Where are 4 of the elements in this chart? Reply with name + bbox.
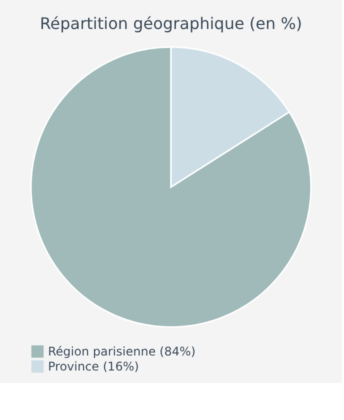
chart-title: Répartition géographique (en %) [40,14,302,33]
legend-label: Province (16%) [48,360,139,374]
legend-label: Région parisienne (84%) [48,344,196,358]
pie-slice [30,46,312,328]
